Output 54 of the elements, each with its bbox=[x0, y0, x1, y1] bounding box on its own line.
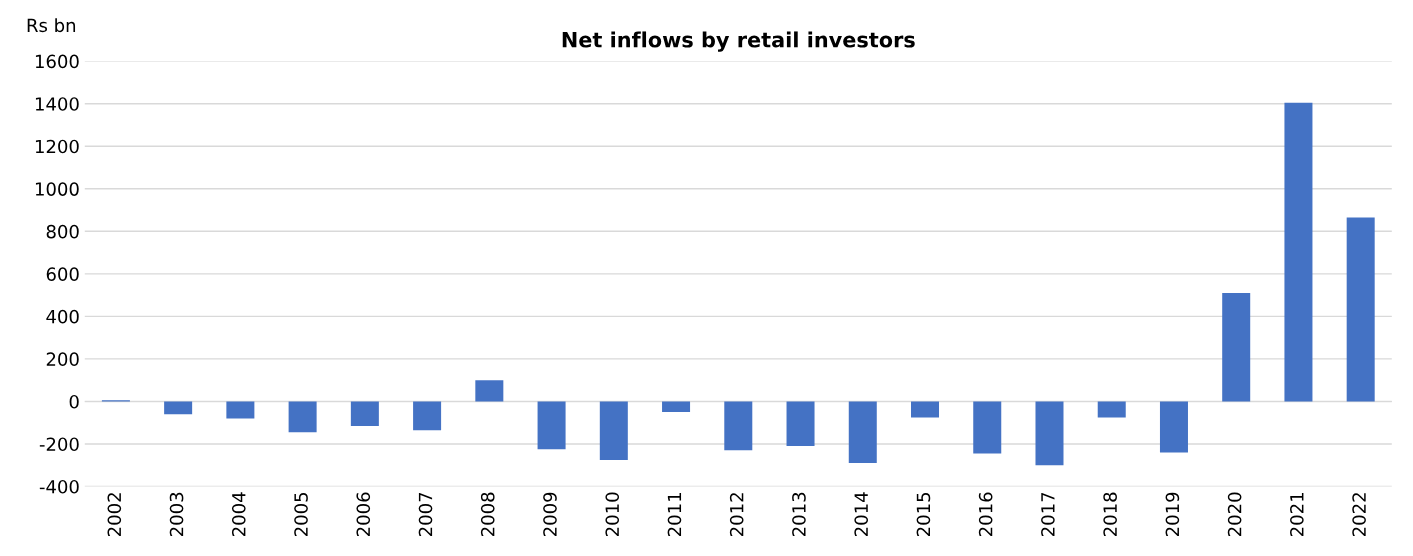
x-tick-label: 2002 bbox=[107, 493, 122, 536]
x-tick-label: 2022 bbox=[1352, 493, 1366, 536]
bar bbox=[599, 401, 628, 460]
bar bbox=[911, 401, 940, 418]
x-tick-label: 2012 bbox=[729, 493, 744, 536]
y-tick-label: 1400 bbox=[35, 97, 79, 111]
x-tick-label: 2011 bbox=[667, 493, 682, 536]
y-tick-label: 800 bbox=[46, 224, 79, 239]
bar bbox=[226, 401, 255, 419]
bar bbox=[1035, 401, 1064, 466]
y-tick-label: 400 bbox=[46, 309, 79, 324]
x-tick-label: 2021 bbox=[1290, 493, 1304, 536]
bar bbox=[1159, 401, 1188, 453]
x-tick-label: 2016 bbox=[978, 492, 993, 536]
y-tick-label: 200 bbox=[46, 352, 79, 367]
x-tick-label: 2015 bbox=[916, 492, 931, 536]
x-tick-label: 2007 bbox=[418, 492, 433, 536]
x-tick-label: 2018 bbox=[1103, 492, 1117, 536]
bar bbox=[973, 401, 1002, 454]
chart-title: Net inflows by retail investors bbox=[562, 31, 915, 52]
bar bbox=[724, 401, 753, 451]
x-tick-label: 2006 bbox=[356, 492, 371, 536]
x-tick-label: 2014 bbox=[854, 492, 869, 536]
x-tick-label: 2004 bbox=[231, 492, 246, 536]
bar bbox=[537, 401, 566, 450]
bar bbox=[1346, 217, 1375, 402]
y-tick-label: 1200 bbox=[35, 139, 79, 154]
x-tick-label: 2019 bbox=[1165, 492, 1180, 536]
bar bbox=[164, 401, 193, 415]
bar bbox=[1097, 401, 1126, 418]
y-tick-label: 1600 bbox=[35, 54, 79, 69]
y-tick-label: 1000 bbox=[35, 182, 79, 196]
bar bbox=[1222, 292, 1251, 402]
bar bbox=[1284, 102, 1313, 402]
y-tick-label: 0 bbox=[69, 394, 79, 409]
bar bbox=[848, 401, 877, 464]
x-tick-label: 2005 bbox=[294, 492, 308, 536]
y-tick-label: -400 bbox=[39, 479, 79, 494]
x-tick-label: 2003 bbox=[169, 492, 184, 536]
x-tick-label: 2008 bbox=[480, 492, 495, 536]
bar bbox=[786, 401, 815, 447]
y-tick-label: 600 bbox=[46, 267, 79, 281]
x-tick-label: 2009 bbox=[543, 492, 557, 536]
y-axis-title: Rs bn bbox=[27, 18, 76, 33]
x-tick-label: 2010 bbox=[605, 492, 620, 536]
x-tick-label: 2013 bbox=[792, 492, 806, 536]
bar bbox=[350, 401, 379, 426]
bar bbox=[413, 401, 442, 431]
bar bbox=[475, 380, 504, 402]
bar bbox=[662, 401, 691, 413]
bar bbox=[288, 401, 317, 433]
x-tick-label: 2020 bbox=[1227, 492, 1242, 536]
y-tick-label: -200 bbox=[39, 437, 79, 452]
x-tick-label: 2017 bbox=[1041, 492, 1055, 536]
